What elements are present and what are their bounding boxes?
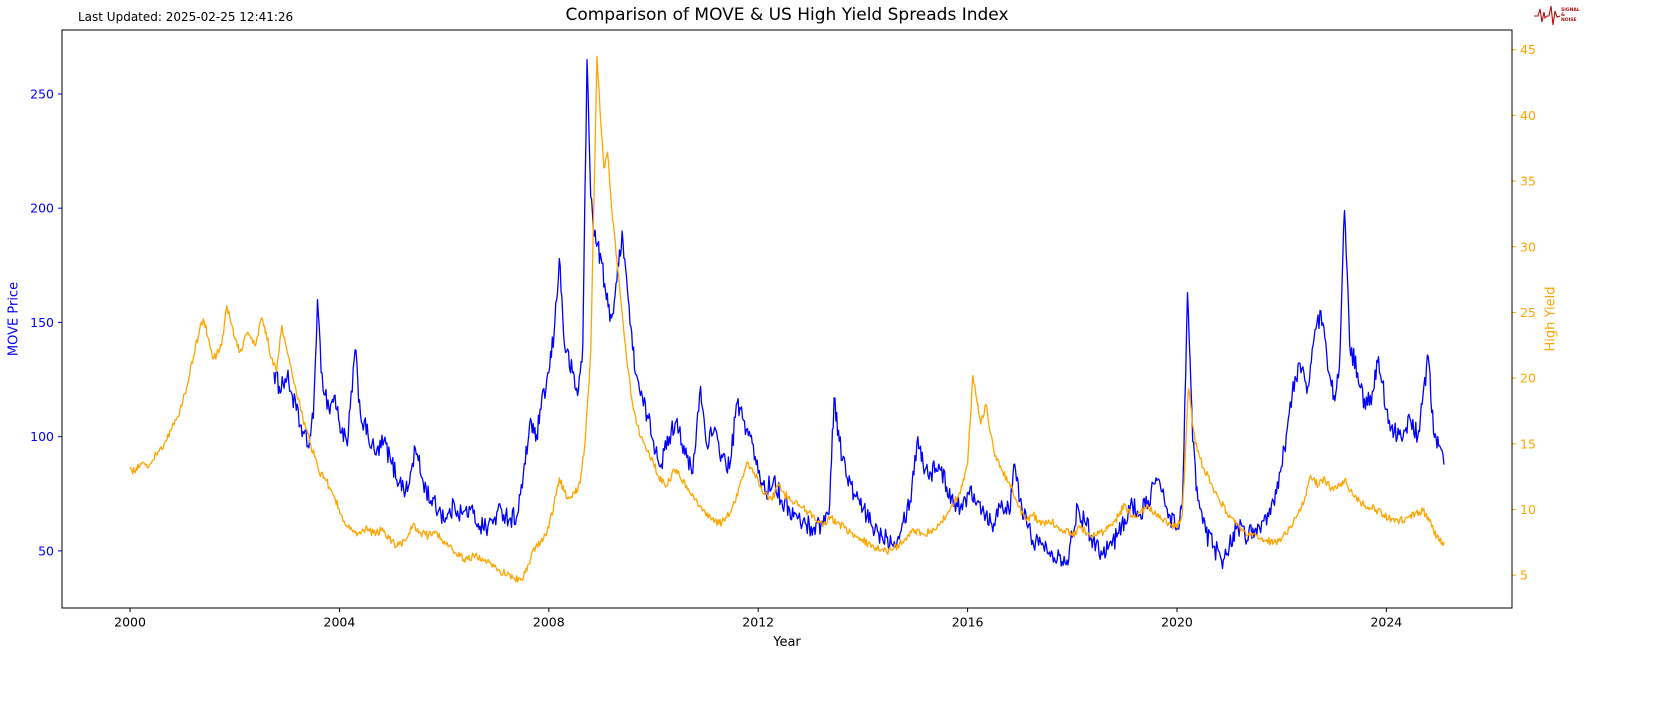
right-y-tick-label: 5: [1520, 568, 1528, 583]
right-y-tick-label: 30: [1520, 239, 1536, 254]
left-y-axis-ticks: 50 100 150 200 250: [30, 86, 62, 558]
x-tick-label: 2016: [952, 615, 984, 630]
signal-noise-logo: SIGNAL & NOISE: [1534, 3, 1580, 27]
right-y-tick-label: 35: [1520, 174, 1536, 189]
plot-border: [61, 29, 1513, 609]
logo-text: SIGNAL & NOISE: [1561, 8, 1580, 23]
x-axis-ticks: 2000 2004 2008 2012 2016 2020 2024: [114, 608, 1402, 630]
left-y-axis-label: MOVE Price: [6, 281, 22, 357]
left-y-tick-label: 150: [30, 315, 54, 330]
right-y-tick-label: 45: [1520, 42, 1536, 57]
right-y-axis-label: High Yield: [1543, 286, 1559, 352]
x-tick-label: 2020: [1161, 615, 1193, 630]
right-y-tick-label: 40: [1520, 108, 1536, 123]
logo-line3: NOISE: [1561, 17, 1577, 23]
x-tick-label: 2004: [324, 615, 356, 630]
right-y-tick-label: 20: [1520, 371, 1536, 386]
x-tick-label: 2012: [742, 615, 774, 630]
logo-line1: SIGNAL: [1561, 7, 1580, 13]
logo-line2: &: [1561, 12, 1565, 18]
left-y-tick-label: 50: [38, 543, 54, 558]
last-updated-label: Last Updated: 2025-02-25 12:41:26: [78, 10, 294, 24]
right-y-tick-label: 15: [1520, 436, 1536, 451]
waveform-icon: [1534, 5, 1560, 26]
left-y-tick-label: 100: [30, 429, 54, 444]
right-y-tick-label: 10: [1520, 502, 1536, 517]
x-tick-label: 2024: [1370, 615, 1402, 630]
series-lines: [129, 55, 1445, 583]
right-y-tick-label: 25: [1520, 305, 1536, 320]
high-yield-series-line: [129, 55, 1445, 583]
chart-title: Comparison of MOVE & US High Yield Sprea…: [565, 5, 1009, 25]
x-axis-label: Year: [773, 635, 801, 650]
move-series-line: [273, 59, 1445, 570]
left-y-tick-label: 250: [30, 86, 54, 101]
x-tick-label: 2000: [114, 615, 146, 630]
right-y-axis-ticks: 5 10 15 20 25 30 35 40 45: [1512, 42, 1536, 583]
left-y-tick-label: 200: [30, 201, 54, 216]
x-tick-label: 2008: [533, 615, 565, 630]
